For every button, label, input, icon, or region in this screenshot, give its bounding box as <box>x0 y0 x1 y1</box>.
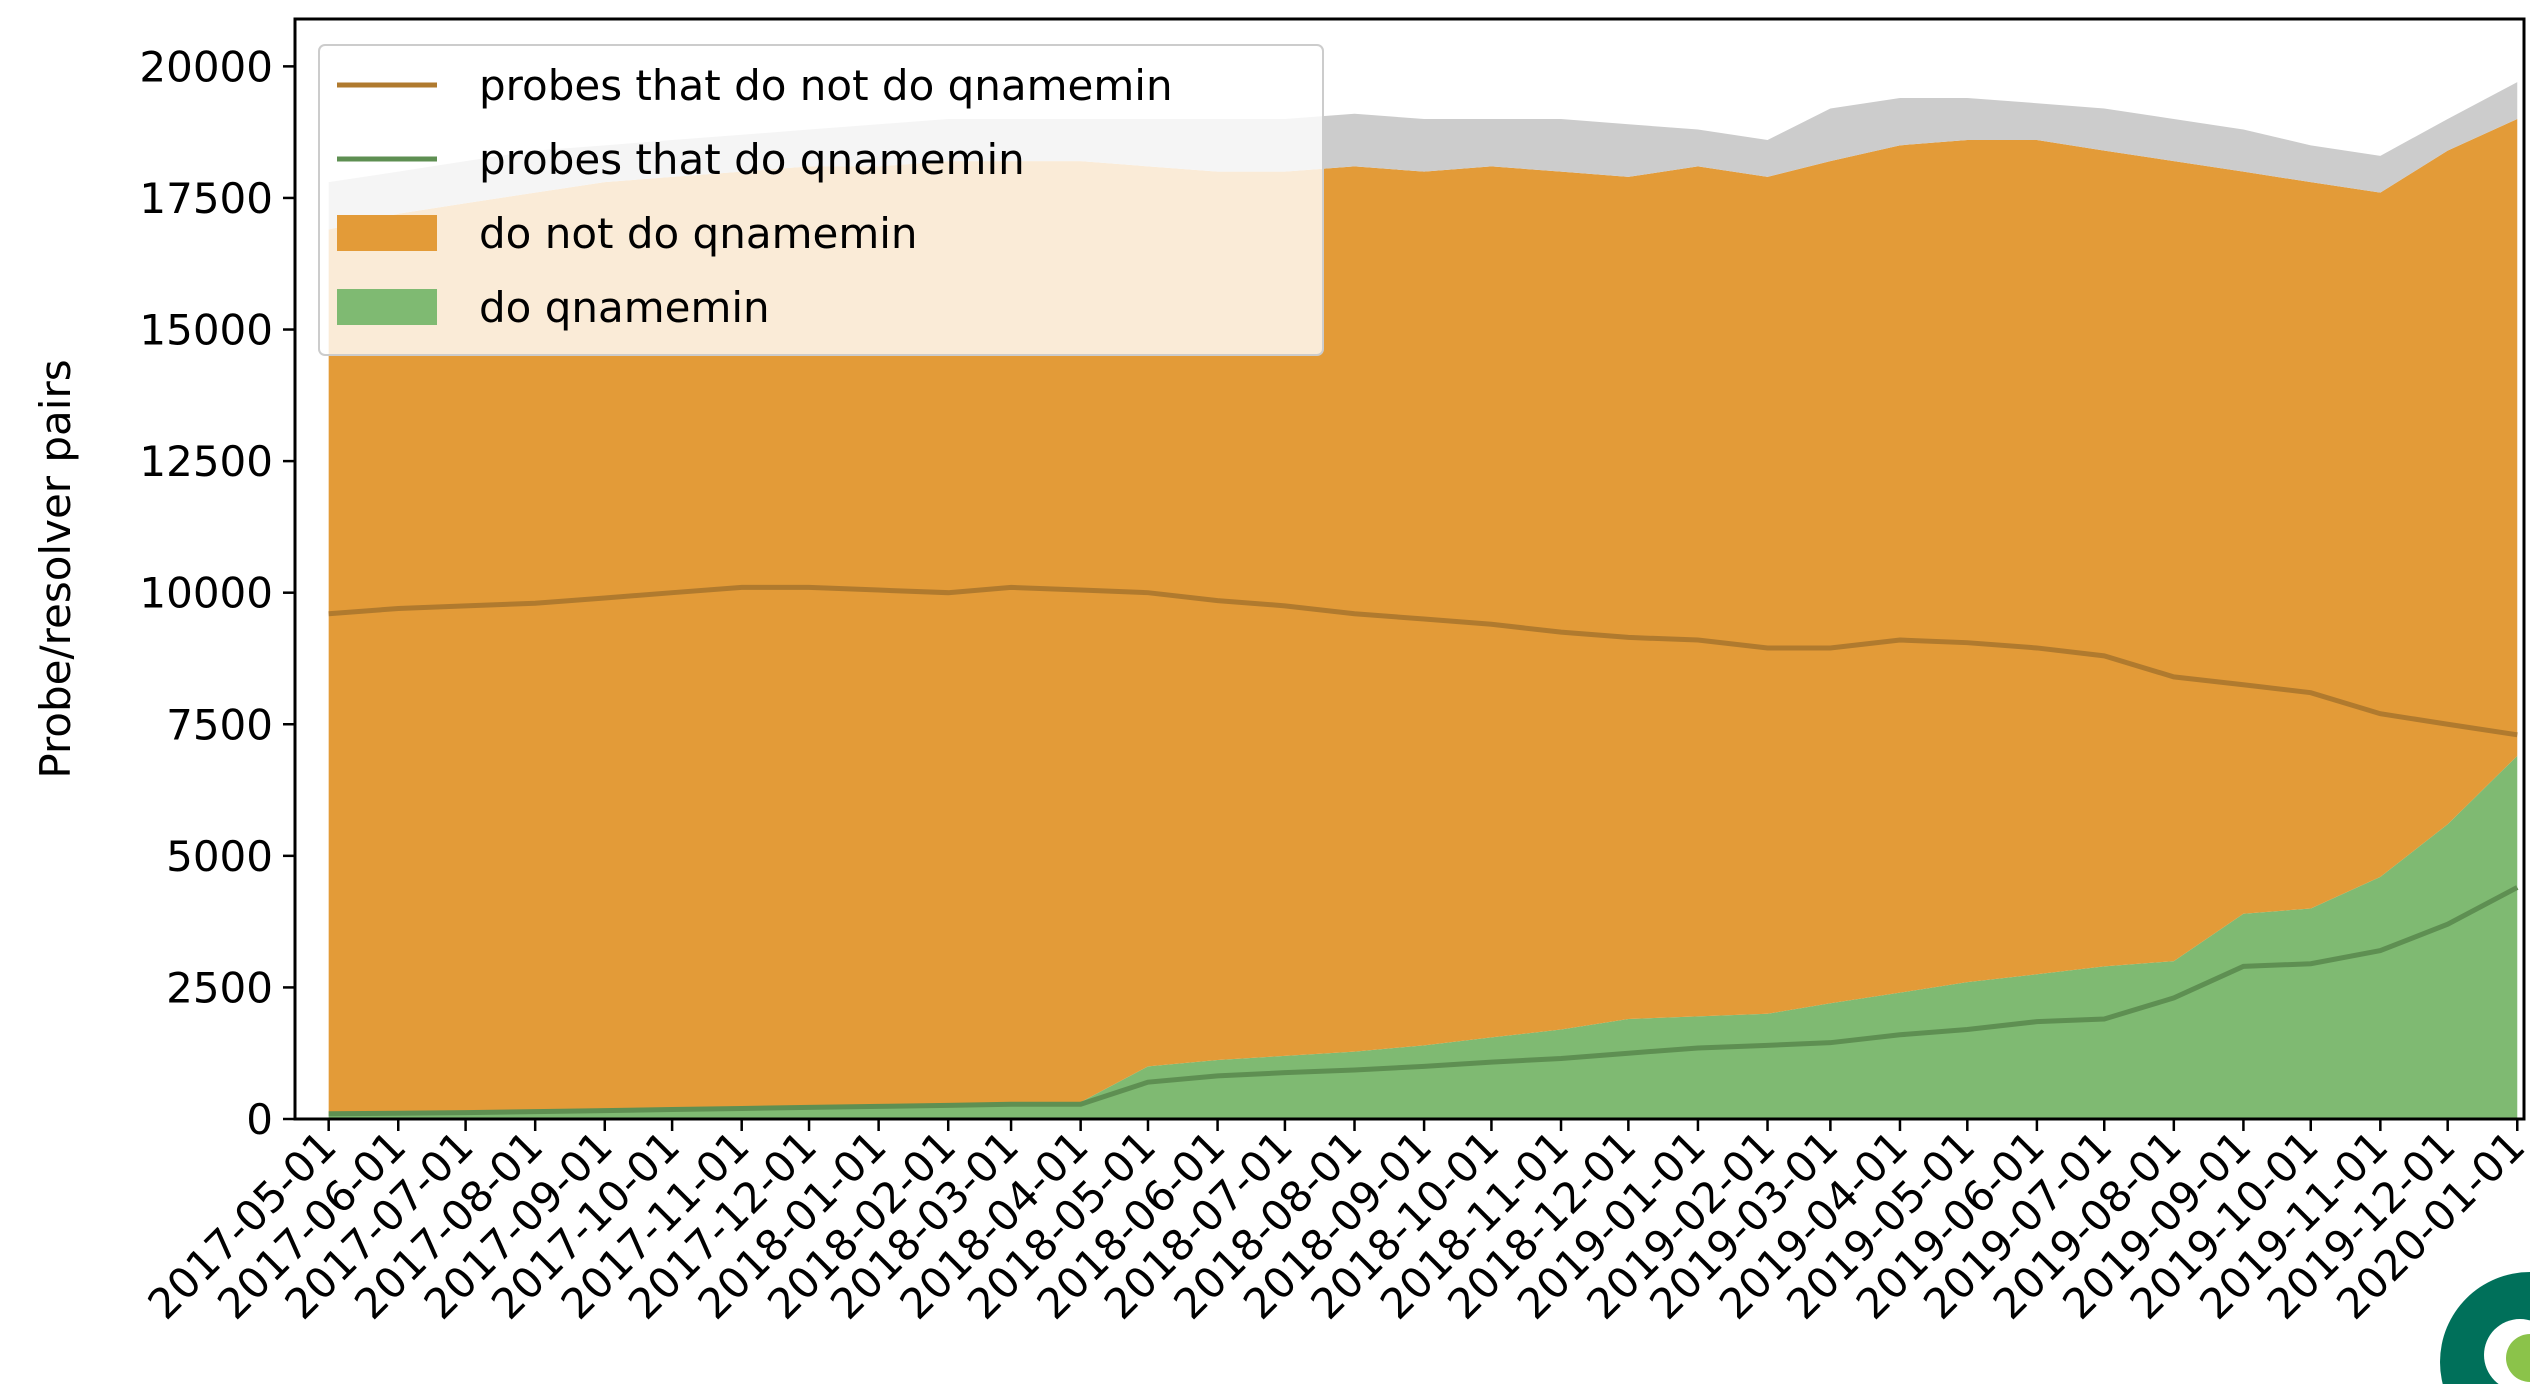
y-tick-label: 2500 <box>166 963 273 1012</box>
y-axis-label: Probe/resolver pairs <box>31 359 80 778</box>
y-tick-label: 12500 <box>139 437 273 486</box>
y-tick-label: 10000 <box>139 569 273 618</box>
legend-box <box>318 44 1324 356</box>
y-tick-label: 15000 <box>139 306 273 355</box>
y-tick-label: 0 <box>246 1095 273 1144</box>
legend-label: probes that do not do qnamemin <box>479 61 1173 110</box>
legend-label: do qnamemin <box>479 283 770 332</box>
y-tick-label: 7500 <box>166 700 273 749</box>
legend: probes that do not do qnamemin probes tha… <box>318 44 1324 356</box>
logo <box>2440 1272 2530 1384</box>
legend-label: do not do qnamemin <box>479 209 918 258</box>
y-tick-label: 20000 <box>139 42 273 91</box>
area <box>328 82 2518 230</box>
logo-dot <box>2506 1334 2530 1382</box>
y-tick-label: 5000 <box>166 832 273 881</box>
y-tick-label: 17500 <box>139 174 273 223</box>
line <box>328 584 2518 738</box>
area <box>328 119 2518 1114</box>
legend-patch <box>337 215 437 251</box>
legend-label: probes that do qnamemin <box>479 135 1025 184</box>
legend-patch <box>337 289 437 325</box>
line <box>328 885 2519 1117</box>
plot-frame <box>293 17 2526 1121</box>
